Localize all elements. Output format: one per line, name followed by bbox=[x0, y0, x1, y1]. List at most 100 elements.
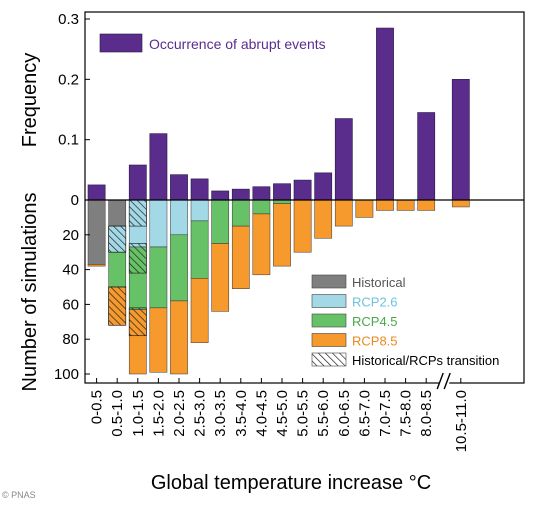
stack-rcp45-1.5-2.0 bbox=[149, 246, 168, 309]
stack-historical-0-0.5 bbox=[87, 199, 106, 265]
top-bar-5.5-6.0 bbox=[314, 172, 333, 201]
top-bar-6.0-6.5 bbox=[334, 118, 353, 201]
top-bar-7.0-7.5 bbox=[376, 27, 394, 201]
stack-rcp85-7.5-8.0 bbox=[396, 199, 415, 211]
legend-label-rcp8-5: RCP8.5 bbox=[352, 334, 398, 349]
bottom-ytick-label-3: 60 bbox=[62, 296, 79, 313]
top-bar-2.5-3.0 bbox=[190, 178, 209, 201]
axis-break-mark-2 bbox=[443, 372, 451, 390]
axis-break-mark-1 bbox=[436, 372, 444, 390]
top-ytick-label-3: 0.3 bbox=[58, 11, 79, 28]
xtick-label-3.5-4.0: 3.5-4.0 bbox=[233, 390, 250, 437]
xtick-label-1.0-1.5: 1.0-1.5 bbox=[130, 390, 147, 437]
legend-swatch-rcp2-6 bbox=[311, 294, 347, 308]
legend-swatch-rcp8-5 bbox=[311, 333, 347, 347]
stack-rcp85-6.0-6.5 bbox=[334, 199, 353, 227]
labels-layer: 0 0.1 0.2 0.3 20 40 60 80 100 0-0.5 0.5-1.0 1.0-1.5… bbox=[19, 11, 470, 494]
xtick-label-1.5-2.0: 1.5-2.0 bbox=[150, 390, 167, 437]
top-bar-2.0-2.5 bbox=[170, 174, 188, 201]
bottom-ytick-label-1: 20 bbox=[62, 227, 79, 244]
xtick-label-0-0.5: 0-0.5 bbox=[89, 390, 106, 424]
legend-label-rcp4-5: RCP4.5 bbox=[352, 314, 398, 329]
xtick-label-7.0-7.5: 7.0-7.5 bbox=[377, 390, 394, 437]
top-bar-1.0-1.5 bbox=[128, 164, 147, 201]
top-bar-5.0-5.5 bbox=[293, 179, 312, 201]
hatched-transition-1.0-1.5-4 bbox=[128, 307, 147, 337]
hatched-transition-1.0-1.5-2 bbox=[128, 199, 147, 227]
bottom-ytick-label-4: 80 bbox=[62, 331, 79, 348]
bottom-ytick-label-5: 100 bbox=[54, 366, 79, 383]
stack-rcp85-1.5-2.0 bbox=[149, 307, 168, 373]
stack-rcp85-3.5-4.0 bbox=[231, 225, 250, 289]
hatched-transition-1.0-1.5-3 bbox=[128, 243, 147, 274]
xtick-label-2.5-3.0: 2.5-3.0 bbox=[192, 390, 209, 437]
x-axis-title: Global temperature increase °C bbox=[151, 472, 431, 494]
stack-rcp45-4.0-4.5 bbox=[252, 199, 271, 215]
stack-rcp26-2.0-2.5 bbox=[170, 199, 188, 236]
stack-rcp45-2.0-2.5 bbox=[170, 234, 188, 302]
top-bar-4.0-4.5 bbox=[252, 186, 271, 201]
axis-break-gap bbox=[439, 373, 450, 389]
top-bar-3.5-4.0 bbox=[231, 188, 250, 201]
stack-rcp85-4.5-5.0 bbox=[273, 203, 291, 267]
bars-layer bbox=[87, 27, 470, 375]
stack-rcp85-3.0-3.5 bbox=[211, 243, 230, 312]
legends-layer: Occurrence of abrupt events Historical RCP… bbox=[99, 33, 499, 368]
xtick-label-10.5-11.0: 10.5-11.0 bbox=[453, 390, 470, 452]
stack-rcp85-5.0-5.5 bbox=[293, 199, 312, 253]
stack-historical-0.5-1.0 bbox=[108, 199, 127, 227]
stack-rcp85-0-0.5 bbox=[87, 264, 106, 267]
stack-rcp45-2.5-3.0 bbox=[190, 220, 209, 279]
plot-frame bbox=[84, 11, 525, 384]
stack-rcp85-10.5-11.0 bbox=[451, 199, 470, 208]
stack-rcp45-0.5-1.0 bbox=[108, 251, 127, 288]
stack-rcp85-2.0-2.5 bbox=[170, 300, 188, 375]
legend-label-occurrence: Occurrence of abrupt events bbox=[149, 36, 326, 52]
bottom-y-axis-title: Number of simulations bbox=[19, 193, 41, 392]
stack-rcp85-4.0-4.5 bbox=[252, 213, 271, 276]
xtick-label-8.0-8.5: 8.0-8.5 bbox=[418, 390, 435, 437]
top-bar-8.0-8.5 bbox=[417, 112, 436, 201]
top-bar-1.5-2.0 bbox=[149, 133, 168, 201]
legend-swatch-rcp4-5 bbox=[311, 313, 347, 328]
bottom-ytick-label-2: 40 bbox=[62, 262, 79, 279]
image-credit: © PNAS bbox=[2, 490, 36, 500]
legend-swatch-historical bbox=[311, 274, 347, 289]
top-ytick-label-2: 0.2 bbox=[58, 71, 79, 88]
xtick-label-0.5-1.0: 0.5-1.0 bbox=[109, 390, 126, 437]
legend-swatch-historical-rcps-transition bbox=[311, 352, 347, 367]
xtick-label-2.0-2.5: 2.0-2.5 bbox=[171, 390, 188, 437]
xtick-label-3.0-3.5: 3.0-3.5 bbox=[212, 390, 229, 437]
stack-rcp45-3.5-4.0 bbox=[231, 199, 250, 227]
xtick-label-7.5-8.0: 7.5-8.0 bbox=[398, 390, 415, 437]
stack-rcp85-5.5-6.0 bbox=[314, 199, 333, 239]
legend-label-rcp2-6: RCP2.6 bbox=[352, 295, 398, 310]
top-ytick-label-1: 0.1 bbox=[58, 132, 79, 149]
xtick-label-5.0-5.5: 5.0-5.5 bbox=[295, 390, 312, 437]
top-ytick-label-0: 0 bbox=[71, 192, 79, 209]
stack-rcp85-8.0-8.5 bbox=[417, 199, 436, 211]
top-bar-3.0-3.5 bbox=[211, 190, 230, 201]
xtick-label-4.0-4.5: 4.0-4.5 bbox=[253, 390, 270, 437]
xtick-label-4.5-5.0: 4.5-5.0 bbox=[274, 390, 291, 437]
stack-rcp85-7.0-7.5 bbox=[376, 199, 394, 211]
xtick-label-6.0-6.5: 6.0-6.5 bbox=[336, 390, 353, 437]
hatched-transition-0.5-1.0-0 bbox=[108, 225, 127, 253]
hatched-transition-0.5-1.0-1 bbox=[108, 286, 127, 326]
legend-label-historical: Historical bbox=[352, 275, 406, 290]
top-bar-10.5-11.0 bbox=[451, 79, 470, 201]
stack-rcp85-2.5-3.0 bbox=[190, 278, 209, 343]
top-bar-4.5-5.0 bbox=[273, 183, 291, 201]
stack-rcp26-2.5-3.0 bbox=[190, 199, 209, 222]
axes-layer bbox=[84, 11, 525, 390]
stack-rcp85-6.5-7.0 bbox=[355, 199, 374, 218]
xtick-label-6.5-7.0: 6.5-7.0 bbox=[356, 390, 373, 437]
top-y-axis-title: Frequency bbox=[19, 53, 41, 148]
stack-rcp45-3.0-3.5 bbox=[211, 199, 230, 244]
legend-swatch-occurrence bbox=[99, 33, 143, 53]
stack-rcp26-1.5-2.0 bbox=[149, 199, 168, 248]
top-bar-0-0.5 bbox=[87, 184, 106, 201]
legend-label-historical-rcps-transition: Historical/RCPs transition bbox=[352, 353, 499, 368]
xtick-label-5.5-6.0: 5.5-6.0 bbox=[315, 390, 332, 437]
